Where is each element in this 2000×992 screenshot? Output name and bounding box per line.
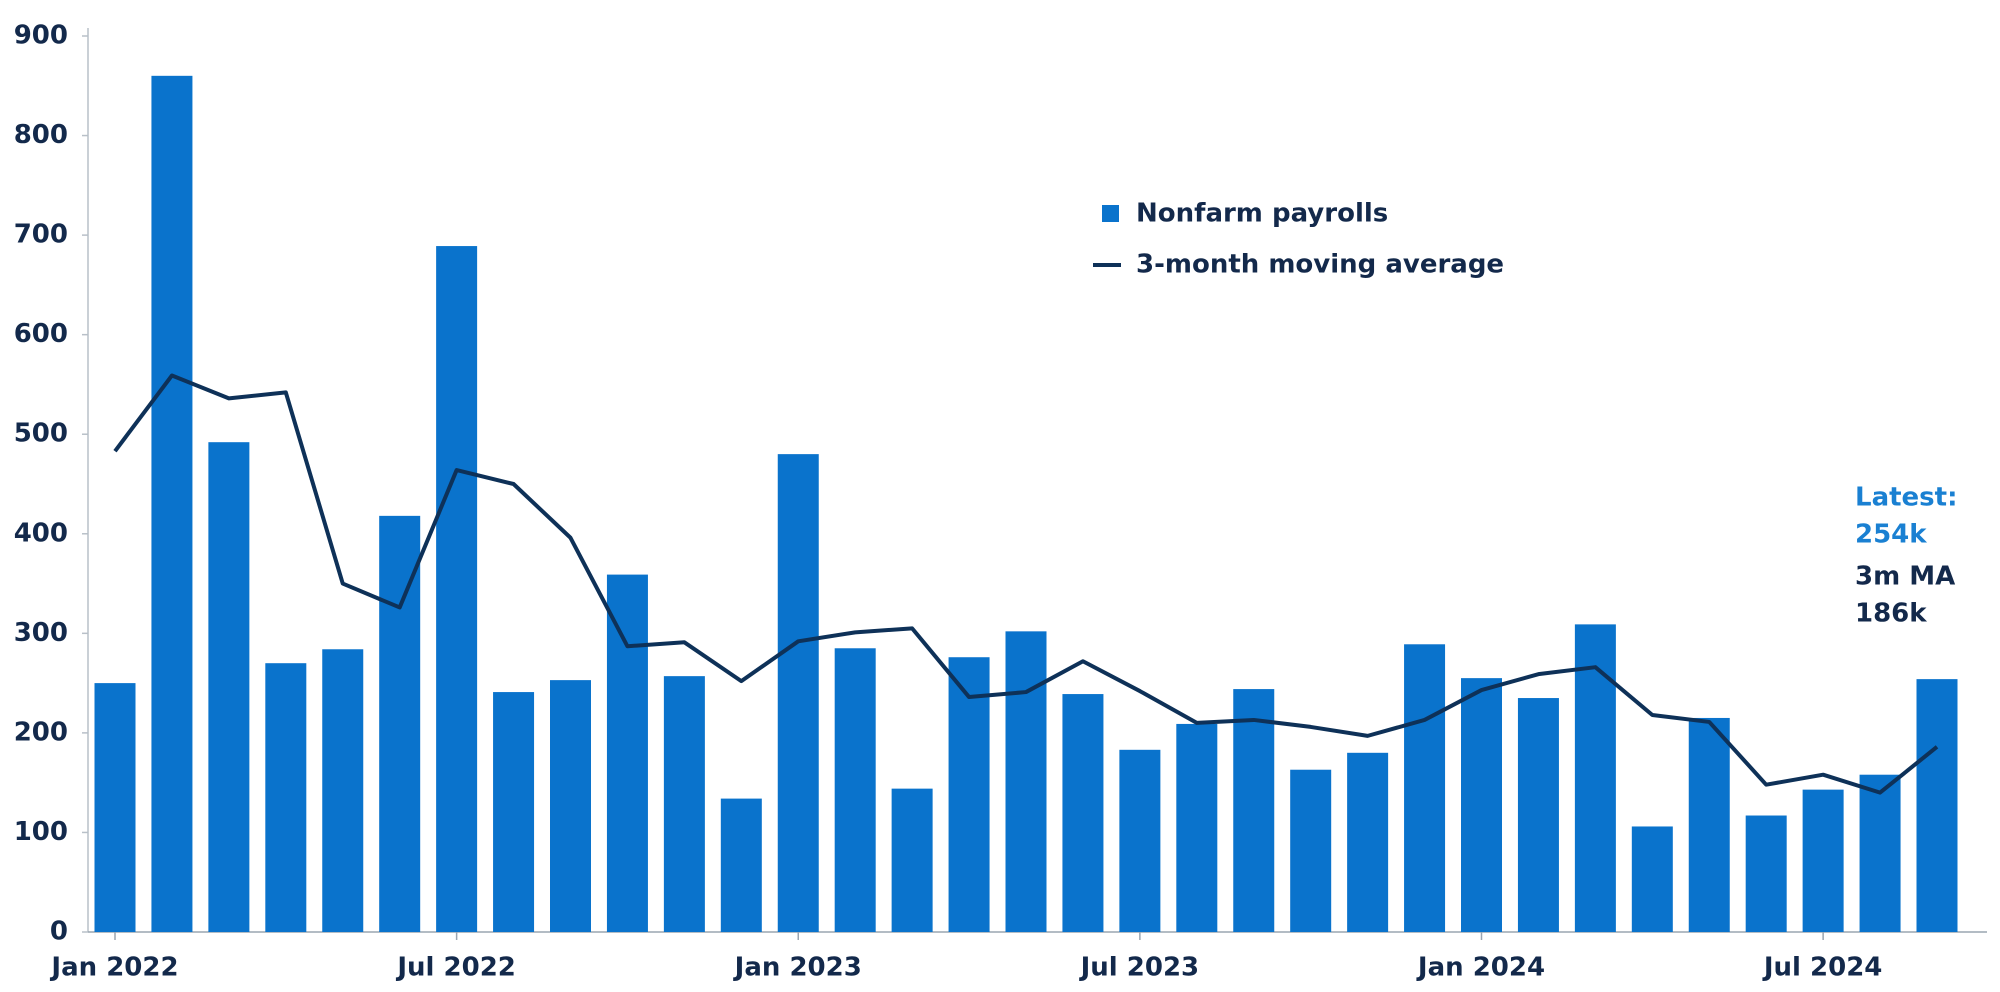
bar bbox=[1745, 815, 1787, 932]
x-tick-label: Jul 2022 bbox=[395, 953, 516, 983]
bar bbox=[720, 798, 762, 932]
y-tick-label: 500 bbox=[14, 419, 68, 449]
x-tick-label: Jul 2024 bbox=[1762, 953, 1883, 983]
bar bbox=[1461, 678, 1502, 932]
bar bbox=[891, 788, 933, 932]
annotation: 3m MA bbox=[1855, 562, 1955, 592]
bar bbox=[151, 75, 193, 933]
y-tick-label: 200 bbox=[14, 717, 68, 747]
bar bbox=[948, 657, 990, 932]
bar bbox=[265, 663, 307, 932]
y-tick-label: 800 bbox=[14, 120, 68, 150]
bar bbox=[322, 649, 364, 932]
bar bbox=[1005, 631, 1047, 932]
bar bbox=[550, 680, 591, 932]
bar bbox=[606, 574, 648, 932]
bar bbox=[379, 515, 421, 932]
bar bbox=[1233, 689, 1275, 932]
bar bbox=[1290, 769, 1332, 932]
y-tick-label: 100 bbox=[14, 817, 68, 847]
bar bbox=[1631, 826, 1673, 932]
x-tick-label: Jul 2023 bbox=[1079, 953, 1200, 983]
bar bbox=[1688, 717, 1730, 932]
annotation: 254k bbox=[1855, 520, 1927, 550]
x-tick-label: Jan 2022 bbox=[49, 953, 178, 983]
bar bbox=[208, 442, 250, 932]
annotation: 186k bbox=[1855, 599, 1927, 629]
bar bbox=[94, 683, 136, 932]
annotation: Latest: bbox=[1855, 483, 1957, 513]
y-tick-label: 700 bbox=[14, 220, 68, 250]
bar bbox=[663, 676, 705, 932]
bar bbox=[777, 454, 819, 932]
y-tick-label: 0 bbox=[50, 917, 68, 947]
x-tick-label: Jan 2023 bbox=[733, 953, 862, 983]
legend-label: 3-month moving average bbox=[1136, 250, 1504, 280]
legend-label: Nonfarm payrolls bbox=[1136, 199, 1388, 229]
legend-swatch bbox=[1102, 205, 1119, 222]
y-tick-label: 600 bbox=[14, 319, 68, 349]
bar bbox=[1517, 698, 1559, 932]
bar bbox=[493, 692, 535, 932]
y-tick-label: 900 bbox=[14, 21, 68, 51]
bar bbox=[1176, 723, 1218, 932]
bar bbox=[1119, 749, 1161, 932]
line bbox=[113, 373, 1939, 795]
x-tick-label: Jan 2024 bbox=[1416, 953, 1545, 983]
bar bbox=[1347, 752, 1389, 932]
bar bbox=[436, 246, 478, 932]
y-tick-label: 400 bbox=[14, 518, 68, 548]
bar bbox=[1859, 774, 1901, 932]
bar bbox=[1916, 679, 1958, 932]
bar bbox=[1802, 789, 1844, 932]
y-tick-label: 300 bbox=[14, 618, 68, 648]
bar bbox=[1404, 644, 1446, 932]
bar bbox=[1574, 624, 1616, 932]
bar bbox=[834, 648, 876, 932]
bar bbox=[1062, 694, 1104, 932]
